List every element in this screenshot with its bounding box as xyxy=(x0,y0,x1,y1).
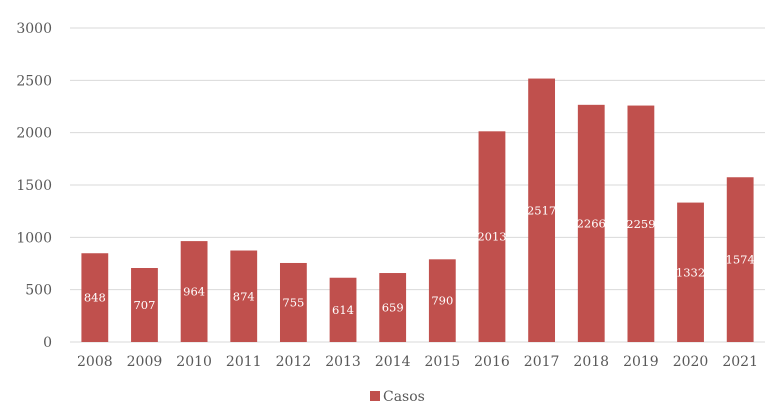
y-tick-label: 2500 xyxy=(16,73,52,89)
bar-2018 xyxy=(577,104,605,342)
bar-2008 xyxy=(81,253,109,342)
data-label: 2266 xyxy=(577,216,606,230)
data-label: 1574 xyxy=(726,253,755,267)
y-tick-label: 1000 xyxy=(16,230,52,246)
legend-label: Casos xyxy=(383,389,425,405)
data-label: 874 xyxy=(233,289,255,303)
x-tick-label: 2016 xyxy=(474,354,510,370)
bar-2012 xyxy=(279,262,307,342)
bar-2015 xyxy=(428,259,456,342)
data-label: 2517 xyxy=(527,203,556,217)
data-label: 659 xyxy=(382,301,404,315)
y-tick-label: 500 xyxy=(25,283,52,299)
x-tick-label: 2021 xyxy=(722,354,758,370)
bar-2016 xyxy=(478,131,506,342)
x-tick-label: 2018 xyxy=(573,354,609,370)
bar-2013 xyxy=(329,277,357,342)
x-tick-label: 2017 xyxy=(524,354,560,370)
y-tick-label: 0 xyxy=(43,335,52,351)
bars: 848 707 964 874 755 614 659 790 2013 2517 2266 2259… xyxy=(81,78,755,342)
bar-2014 xyxy=(379,273,407,342)
x-tick-label: 2008 xyxy=(77,354,113,370)
y-tick-label: 2000 xyxy=(16,126,52,142)
legend-swatch xyxy=(370,391,380,401)
data-label: 848 xyxy=(84,291,106,305)
y-axis-ticks: 0 500 1000 1500 2000 2500 3000 xyxy=(16,21,52,351)
bar-2020 xyxy=(677,202,704,342)
y-tick-label: 1500 xyxy=(16,178,52,194)
x-tick-label: 2013 xyxy=(325,354,361,370)
data-label: 790 xyxy=(431,294,453,308)
x-tick-label: 2014 xyxy=(375,354,411,370)
x-tick-label: 2012 xyxy=(276,354,312,370)
x-axis-ticks: 2008 2009 2010 2011 2012 2013 2014 2015 2016 2017… xyxy=(77,354,758,370)
bar-2021 xyxy=(726,177,754,342)
data-label: 2013 xyxy=(477,230,506,244)
data-label: 964 xyxy=(183,285,205,299)
bar-2019 xyxy=(627,105,655,342)
x-tick-label: 2015 xyxy=(425,354,461,370)
bar-2010 xyxy=(180,241,208,342)
data-label: 1332 xyxy=(676,265,705,279)
data-label: 614 xyxy=(332,303,354,317)
x-tick-label: 2011 xyxy=(226,354,262,370)
data-label: 2259 xyxy=(626,217,655,231)
data-label: 755 xyxy=(282,295,304,309)
y-tick-label: 3000 xyxy=(16,21,52,37)
bar-2009 xyxy=(131,268,158,342)
x-tick-label: 2010 xyxy=(176,354,212,370)
bar-2017 xyxy=(528,78,556,342)
bar-2011 xyxy=(230,250,258,342)
x-tick-label: 2020 xyxy=(673,354,709,370)
gridlines xyxy=(70,27,765,343)
data-label: 707 xyxy=(133,298,155,312)
x-tick-label: 2009 xyxy=(127,354,163,370)
legend[interactable]: Casos xyxy=(370,389,425,405)
x-tick-label: 2019 xyxy=(623,354,659,370)
